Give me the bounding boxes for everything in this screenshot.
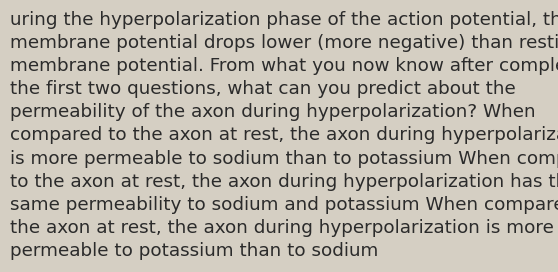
Text: the first two questions, what can you predict about the: the first two questions, what can you pr… [10, 80, 516, 98]
Text: the axon at rest, the axon during hyperpolarization is more: the axon at rest, the axon during hyperp… [10, 219, 554, 237]
Text: same permeability to sodium and potassium When compared to: same permeability to sodium and potassiu… [10, 196, 558, 214]
Text: uring the hyperpolarization phase of the action potential, the: uring the hyperpolarization phase of the… [10, 11, 558, 29]
Text: membrane potential drops lower (more negative) than resting: membrane potential drops lower (more neg… [10, 34, 558, 52]
Text: permeable to potassium than to sodium: permeable to potassium than to sodium [10, 242, 378, 260]
Text: permeability of the axon during hyperpolarization? When: permeability of the axon during hyperpol… [10, 103, 536, 121]
Text: is more permeable to sodium than to potassium When compared: is more permeable to sodium than to pota… [10, 150, 558, 168]
Text: to the axon at rest, the axon during hyperpolarization has the: to the axon at rest, the axon during hyp… [10, 173, 558, 191]
Text: compared to the axon at rest, the axon during hyperpolarization: compared to the axon at rest, the axon d… [10, 126, 558, 144]
Text: membrane potential. From what you now know after completing: membrane potential. From what you now kn… [10, 57, 558, 75]
